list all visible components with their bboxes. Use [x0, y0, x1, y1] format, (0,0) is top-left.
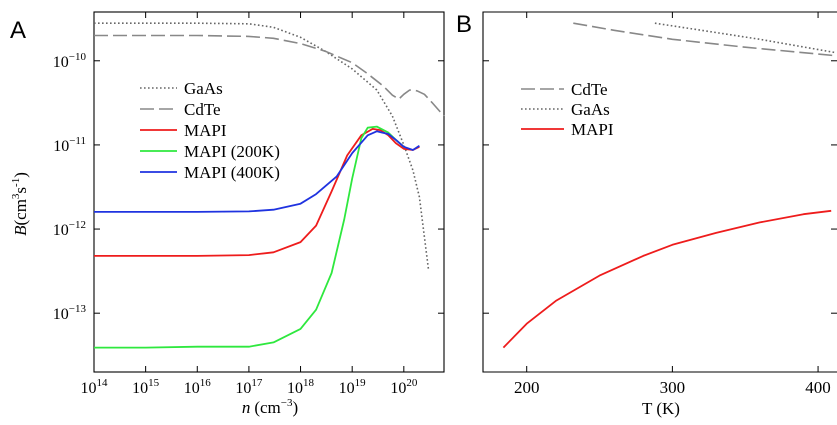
panel-a-x-tick-label: 1015 — [132, 377, 160, 397]
panel-a-ticks: 1014 1015 1016 1017 1018 1019 1020 10−10 10−11 10… — [53, 12, 444, 397]
panel-a-series-line — [94, 130, 420, 213]
panel-b-legend-label: CdTe — [571, 80, 608, 99]
panel-a-series-line — [94, 125, 405, 349]
panel-a-legend-label: MAPI (200K) — [184, 142, 280, 161]
panel-a-legend-label: GaAs — [184, 79, 223, 98]
panel-a-x-tick-label: 1020 — [390, 377, 418, 397]
panel-a-legend-label: MAPI (400K) — [184, 163, 280, 182]
panel-b-x-axis-label: T (K) — [642, 399, 680, 418]
panel-b-x-tick-label: 200 — [514, 378, 540, 397]
panel-a-y-axis-label: B(cm3s-1) — [10, 172, 30, 236]
panel-b-x-tick-label: 300 — [660, 378, 686, 397]
panel-a-plot-frame — [93, 11, 445, 373]
panel-a-label: A — [10, 17, 26, 44]
panel-b-legend-label: GaAs — [571, 100, 610, 119]
panel-a-legend-label: MAPI — [184, 121, 227, 140]
panel-a-series-line — [94, 34, 445, 117]
panel-a: A 1014 1015 1016 1017 1018 1019 1020 10−10 10−11… — [10, 11, 445, 417]
panel-a-legend: GaAs CdTe MAPI MAPI (200K) MAPI (400K) — [140, 79, 280, 182]
panel-a-legend-label: CdTe — [184, 100, 221, 119]
panel-a-series — [94, 22, 445, 349]
panel-a-y-tick-label: 10−11 — [53, 135, 86, 155]
panel-b-label: B — [456, 11, 472, 38]
panel-a-series-line — [94, 22, 430, 270]
panel-a-x-tick-label: 1017 — [235, 377, 262, 397]
panel-b-series-line — [573, 22, 836, 57]
panel-a-y-tick-label: 10−10 — [53, 51, 87, 71]
panel-b-ticks: 200 300 400 — [483, 12, 837, 397]
panel-b-series-line — [502, 209, 832, 349]
panel-b-x-tick-label: 400 — [805, 378, 831, 397]
panel-a-series-line — [94, 127, 420, 257]
panel-a-y-tick-label: 10−13 — [53, 303, 87, 323]
panel-b-series — [502, 22, 836, 349]
panel-b-series-line — [654, 22, 836, 54]
panel-a-y-tick-label: 10−12 — [53, 219, 86, 239]
panel-a-x-axis-label: n (cm−3) — [242, 397, 298, 417]
panel-a-x-tick-label: 1018 — [287, 377, 315, 397]
panel-a-x-tick-label: 1016 — [184, 377, 212, 397]
panel-a-x-tick-label: 1019 — [339, 377, 367, 397]
panel-b-legend-label: MAPI — [571, 120, 614, 139]
panel-a-x-tick-label: 1014 — [81, 377, 109, 397]
panel-b-plot-frame — [482, 11, 837, 373]
